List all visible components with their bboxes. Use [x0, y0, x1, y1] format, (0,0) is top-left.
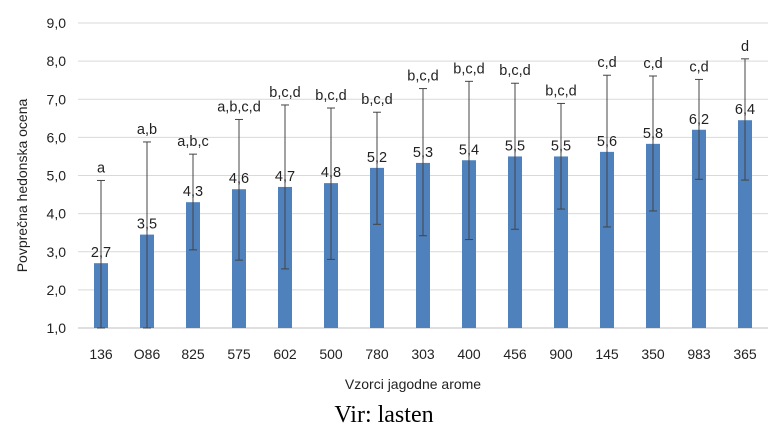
- x-axis-title: Vzorci jagodne arome: [345, 376, 481, 392]
- value-label: 4,8: [321, 165, 341, 181]
- x-tick-label: 825: [181, 346, 205, 362]
- significance-label: a: [97, 160, 106, 176]
- significance-label: d: [741, 39, 749, 55]
- x-tick-label: 456: [503, 346, 527, 362]
- significance-label: b,c,d: [407, 69, 438, 85]
- value-label: 3,5: [137, 217, 157, 233]
- value-label: 6,4: [735, 102, 755, 118]
- bar-chart: 1,0 2,0 3,0 4,0 5,0 6,0 7,0 8,0 9,0 2,7 a 3,5 a,b 4,…: [14, 15, 768, 392]
- value-label: 4,3: [183, 184, 203, 200]
- significance-label: b,c,d: [269, 85, 300, 101]
- y-axis-ticks: 1,0 2,0 3,0 4,0 5,0 6,0 7,0 8,0 9,0: [47, 15, 67, 336]
- bar: [508, 156, 522, 328]
- bar: [370, 167, 384, 328]
- significance-label: b,c,d: [453, 61, 484, 77]
- y-tick-label: 3,0: [47, 244, 67, 260]
- value-label: 2,7: [91, 245, 111, 261]
- significance-label: c,d: [597, 55, 616, 71]
- error-bars: [97, 58, 749, 329]
- bar: [186, 202, 200, 328]
- value-label: 5,5: [551, 138, 571, 154]
- significance-label: b,c,d: [545, 83, 576, 99]
- significance-label: b,c,d: [499, 63, 530, 79]
- y-tick-label: 1,0: [47, 320, 67, 336]
- x-tick-label: 400: [457, 346, 481, 362]
- bar: [554, 156, 568, 328]
- significance-label: a,b: [137, 122, 157, 138]
- x-tick-label: 350: [641, 346, 665, 362]
- significance-label: b,c,d: [315, 88, 346, 104]
- value-label: 6,2: [689, 112, 709, 128]
- y-axis-title: Povprečna hedonska ocena: [14, 99, 30, 273]
- x-tick-label: 303: [411, 346, 435, 362]
- value-label: 5,4: [459, 142, 479, 158]
- y-tick-label: 5,0: [47, 168, 67, 184]
- x-tick-label: 900: [549, 346, 573, 362]
- x-tick-label: 575: [227, 346, 251, 362]
- x-tick-label: 780: [365, 346, 389, 362]
- x-axis-ticks: 136 O86 825 575 602 500 780 303 400 456 900 145 350 9…: [89, 346, 757, 362]
- data-labels: 2,7 a 3,5 a,b 4,3 a,b,c 4,6 a,b,c,d 4,7 b,c,d 4,8 b…: [91, 39, 755, 261]
- y-tick-label: 9,0: [47, 15, 67, 31]
- y-tick-label: 2,0: [47, 282, 67, 298]
- y-tick-label: 8,0: [47, 53, 67, 69]
- value-label: 4,7: [275, 169, 295, 185]
- value-label: 5,6: [597, 134, 617, 150]
- significance-label: c,d: [689, 59, 708, 75]
- significance-label: a,b,c: [177, 134, 208, 150]
- x-tick-label: 983: [687, 346, 711, 362]
- bar: [646, 143, 660, 328]
- y-tick-label: 6,0: [47, 129, 67, 145]
- x-tick-label: 136: [89, 346, 113, 362]
- source-note: Vir: lasten: [334, 402, 434, 428]
- x-tick-label: O86: [134, 346, 161, 362]
- bar: [416, 162, 430, 328]
- value-label: 5,5: [505, 138, 525, 154]
- value-label: 4,6: [229, 171, 249, 187]
- value-label: 5,3: [413, 145, 433, 161]
- x-tick-label: 365: [733, 346, 757, 362]
- bar: [462, 160, 476, 328]
- significance-label: a,b,c,d: [217, 99, 261, 115]
- value-label: 5,8: [643, 126, 663, 142]
- bar: [738, 120, 752, 328]
- x-tick-label: 500: [319, 346, 343, 362]
- y-tick-label: 4,0: [47, 206, 67, 222]
- significance-label: c,d: [643, 56, 662, 72]
- value-label: 5,2: [367, 150, 387, 166]
- x-tick-label: 145: [595, 346, 619, 362]
- bar: [600, 151, 614, 328]
- significance-label: b,c,d: [361, 92, 392, 108]
- x-tick-label: 602: [273, 346, 297, 362]
- y-tick-label: 7,0: [47, 91, 67, 107]
